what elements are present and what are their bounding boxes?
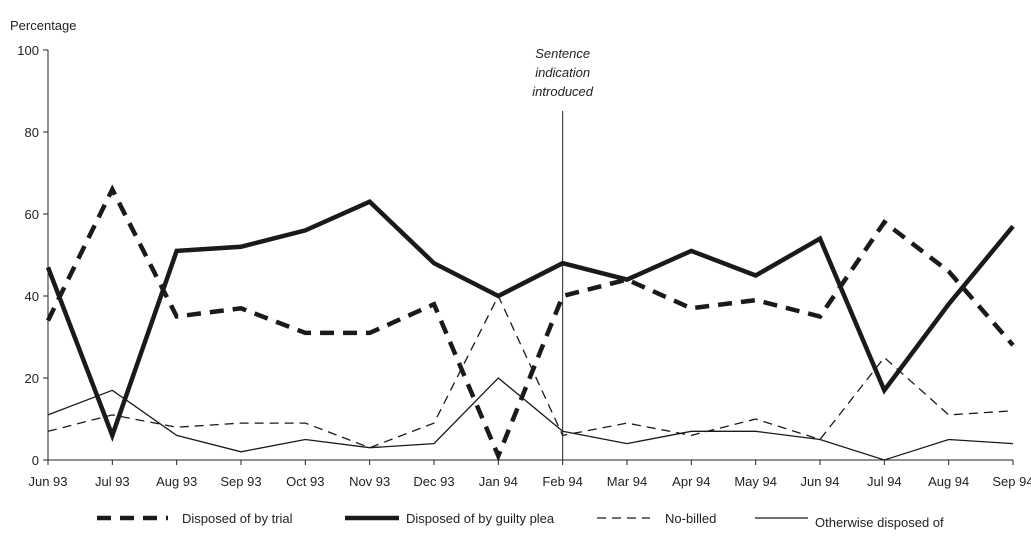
x-tick-label: Jul 93 [95, 474, 130, 489]
x-tick-label: Nov 93 [349, 474, 390, 489]
x-tick-label: Dec 93 [413, 474, 454, 489]
x-tick-label: Feb 94 [542, 474, 582, 489]
x-tick-label: May 94 [734, 474, 777, 489]
annotation-group: Sentence indication introduced [532, 46, 594, 460]
y-tick-label: 0 [32, 453, 39, 468]
x-tick-label: Jun 94 [800, 474, 839, 489]
x-tick-label: Oct 93 [286, 474, 324, 489]
annotation-text-line: introduced [532, 84, 593, 99]
x-tick-label: Mar 94 [607, 474, 647, 489]
legend-label: Otherwise disposed of [815, 515, 944, 530]
legend-label: Disposed of by guilty plea [406, 511, 555, 526]
series-line-4 [47, 377, 1014, 461]
x-tick-label: Jan 94 [479, 474, 518, 489]
y-tick-label: 20 [25, 371, 39, 386]
x-tick-label: Jun 93 [28, 474, 67, 489]
y-tick-label: 80 [25, 125, 39, 140]
annotation-text-line: indication [535, 65, 590, 80]
x-tick-label: Jul 94 [867, 474, 902, 489]
legend: Disposed of by trial Disposed of by guilt… [97, 511, 944, 530]
x-tick-label: Sep 94 [992, 474, 1031, 489]
series-line-2 [45, 199, 1015, 442]
x-tick-label: Sep 93 [220, 474, 261, 489]
legend-label: Disposed of by trial [182, 511, 293, 526]
series-layer [45, 184, 1015, 462]
x-tick-label: Apr 94 [672, 474, 710, 489]
y-tick-label: 60 [25, 207, 39, 222]
legend-label: No-billed [665, 511, 716, 526]
series-line-1 [45, 184, 1015, 462]
series-line-3 [47, 294, 1014, 449]
x-tick-label: Aug 94 [928, 474, 969, 489]
y-tick-label: 40 [25, 289, 39, 304]
x-tick-label: Aug 93 [156, 474, 197, 489]
annotation-text-line: Sentence [535, 46, 590, 61]
axes: 0 20 40 60 80 100 Jun 93 Jul 93 Aug 93 Sep 93 Oct … [17, 43, 1031, 489]
y-tick-label: 100 [17, 43, 39, 58]
y-axis-label: Percentage [10, 18, 77, 33]
